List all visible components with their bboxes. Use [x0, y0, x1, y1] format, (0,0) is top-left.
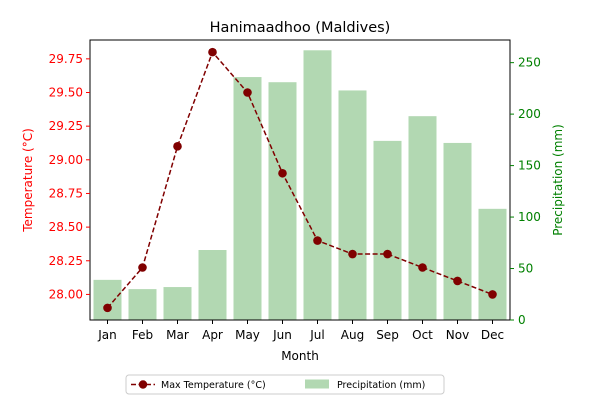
temperature-point-jun — [278, 168, 287, 178]
left-tick-label: 29.00 — [49, 153, 83, 167]
x-tick-label-aug: Aug — [341, 328, 364, 342]
temperature-point-sep — [383, 249, 392, 259]
right-tick-label: 150 — [518, 159, 541, 173]
temperature-point-may — [243, 88, 252, 97]
left-tick-label: 28.50 — [49, 220, 83, 234]
right-tick-label: 50 — [518, 262, 533, 276]
right-tick-label: 250 — [518, 56, 541, 70]
left-tick-label: 29.75 — [49, 52, 83, 66]
precipitation-bar-sep — [373, 140, 402, 320]
precipitation-bar-may — [233, 77, 262, 320]
precipitation-bar-aug — [338, 90, 367, 320]
precipitation-bar-mar — [163, 287, 192, 320]
precipitation-bar-nov — [443, 142, 472, 320]
x-tick-label-nov: Nov — [446, 328, 469, 342]
temperature-point-jul — [313, 236, 322, 245]
legend-line-marker — [138, 380, 148, 389]
right-axis-label: Precipitation (mm) — [551, 124, 565, 236]
temperature-point-mar — [173, 142, 182, 151]
x-tick-label-feb: Feb — [132, 328, 153, 342]
x-tick-label-oct: Oct — [412, 328, 433, 342]
temperature-point-oct — [418, 263, 427, 272]
precipitation-bar-jan — [93, 279, 122, 320]
x-tick-label-dec: Dec — [481, 328, 504, 342]
x-tick-label-apr: Apr — [202, 328, 223, 342]
left-tick-label: 28.75 — [49, 186, 83, 200]
chart-title: Hanimaadhoo (Maldives) — [210, 20, 391, 36]
left-tick-label: 28.25 — [49, 254, 83, 268]
precipitation-bar-oct — [408, 116, 437, 320]
precipitation-bar-apr — [198, 250, 227, 320]
precipitation-bar-feb — [128, 289, 157, 320]
legend-label-precipitation: Precipitation (mm) — [337, 380, 425, 391]
x-tick-label-jan: Jan — [97, 328, 117, 342]
temperature-point-nov — [453, 276, 462, 286]
precipitation-bar-jun — [268, 82, 297, 321]
plot-frame — [89, 39, 511, 321]
temperature-series-line — [106, 50, 493, 309]
temperature-point-dec — [488, 290, 497, 299]
axes: Jan Feb Mar Apr May Jun Jul Aug Sep Oct Nov Dec 28.0… — [49, 39, 541, 342]
precipitation-bars — [93, 50, 507, 321]
temperature-point-jan — [103, 303, 112, 313]
legend-bar-swatch — [305, 379, 329, 389]
right-tick-label: 0 — [518, 313, 526, 327]
x-tick-label-sep: Sep — [376, 328, 399, 342]
x-tick-label-may: May — [235, 328, 260, 342]
right-tick-label: 200 — [518, 107, 541, 121]
x-tick-label-mar: Mar — [166, 328, 189, 342]
legend: Max Temperature (°C) Precipitation (mm) — [125, 374, 445, 395]
x-tick-label-jun: Jun — [272, 328, 292, 342]
temperature-point-feb — [138, 263, 147, 272]
precipitation-bar-jul — [303, 50, 332, 320]
x-tick-label-jul: Jul — [309, 328, 324, 342]
left-tick-label: 28.00 — [49, 287, 83, 301]
right-tick-label: 100 — [518, 210, 541, 224]
left-tick-label: 29.50 — [49, 86, 83, 100]
temperature-point-aug — [348, 249, 357, 259]
temperature-line — [103, 47, 497, 313]
left-axis-label: Temperature (°C) — [21, 128, 35, 233]
left-tick-label: 29.25 — [49, 119, 83, 133]
legend-box — [125, 374, 445, 395]
x-axis-label: Month — [281, 349, 319, 363]
temperature-point-apr — [208, 47, 217, 57]
legend-label-temperature: Max Temperature (°C) — [161, 380, 266, 391]
precipitation-bar-dec — [478, 208, 507, 320]
